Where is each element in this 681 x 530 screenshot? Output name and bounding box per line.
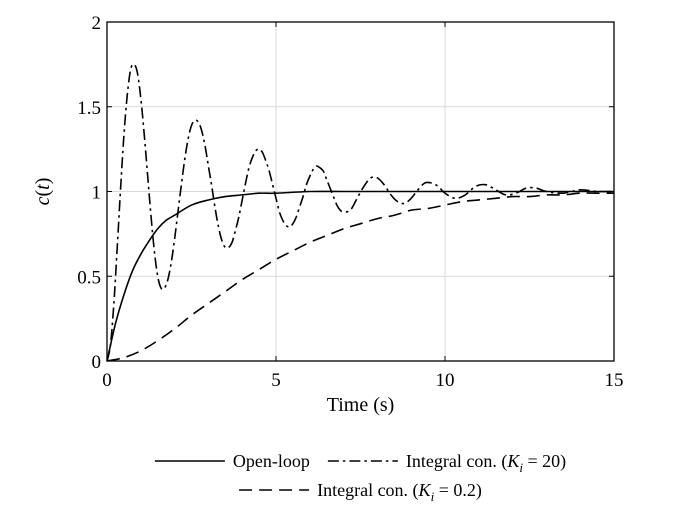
y-tick-label: 1	[92, 183, 102, 204]
series-layer	[106, 63, 615, 362]
y-tick-label: 1.5	[77, 98, 101, 119]
legend-label: Integral con. (Ki = 20)	[406, 451, 566, 475]
series-line-dashed	[106, 192, 614, 362]
x-tick-label: 10	[436, 370, 455, 391]
y-tick-label: 0	[92, 352, 102, 373]
legend-row: Integral con. (Ki = 0.2)	[239, 480, 482, 504]
x-tick-label: 0	[102, 370, 112, 391]
x-tick-label: 15	[605, 370, 624, 391]
y-axis-label-close: )	[32, 178, 54, 185]
series-line-dashdot	[106, 63, 615, 362]
y-axis-label-arg: t	[32, 184, 54, 190]
y-tick-label: 2	[92, 13, 102, 34]
x-tick-label: 5	[271, 370, 281, 391]
legend-row: Open-loop Integral con. (Ki = 20)	[154, 451, 566, 475]
tick-labels: 0 5 10 15 0 0.5 1 1.5 2	[77, 13, 623, 391]
series-line-solid	[106, 190, 614, 362]
legend-label: Integral con. (Ki = 0.2)	[317, 480, 482, 504]
y-axis-label: c(t)	[32, 178, 54, 206]
y-axis-label-open: (	[32, 190, 54, 197]
legend-label: Open-loop	[233, 451, 310, 471]
legend: Open-loop Integral con. (Ki = 20) Integral…	[154, 451, 566, 504]
y-axis-label-fn: c	[32, 196, 54, 205]
y-tick-label: 0.5	[77, 267, 101, 288]
x-axis-label: Time (s)	[327, 394, 395, 416]
tick-marks	[106, 21, 615, 362]
